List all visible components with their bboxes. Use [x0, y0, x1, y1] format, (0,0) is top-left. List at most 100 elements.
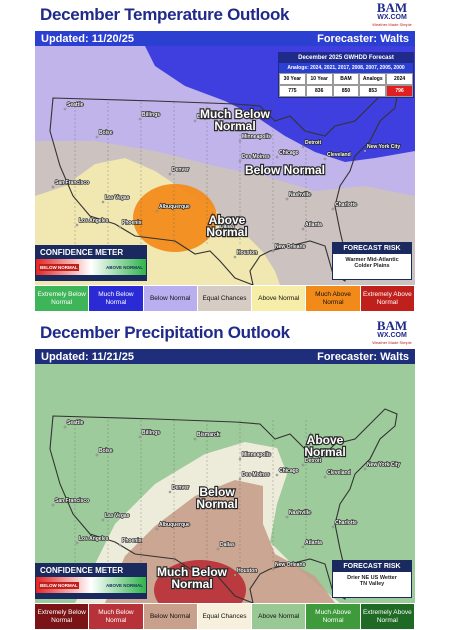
- city-label: Detroit: [305, 140, 321, 146]
- table-cell: BAM: [332, 73, 360, 85]
- city-dot: [95, 135, 99, 139]
- table-analogs: Analogs: 2024, 2021, 2017, 2008, 2007, 2…: [279, 63, 413, 73]
- city-label: Atlanta: [305, 222, 322, 228]
- forecaster: Forecaster: Walts: [317, 350, 409, 363]
- city-label: Dallas: [220, 224, 235, 230]
- legend-item: Extremely Below Normal: [35, 604, 90, 629]
- table-cell: 775: [279, 85, 306, 97]
- city-label: Bismarck: [197, 114, 220, 120]
- city-dot: [323, 157, 327, 161]
- city-dot: [138, 435, 142, 439]
- table-cell: 853: [359, 85, 387, 97]
- city-label: Phoenix: [122, 538, 142, 544]
- logo: BAM WX.COM Weather Made Simple: [368, 1, 416, 29]
- table-cell: 30 Year: [279, 73, 306, 85]
- city-dot: [168, 490, 172, 494]
- city-dot: [138, 117, 142, 121]
- city-label: Des Moines: [242, 154, 270, 160]
- logo-site: WX.COM: [377, 14, 407, 21]
- logo-name: BAM: [376, 0, 408, 15]
- city-dot: [75, 223, 79, 227]
- region-label: Much Below Normal: [200, 107, 271, 133]
- table-row: 30 Year 10 Year BAM Analogs 2024: [279, 73, 413, 85]
- city-dot: [238, 159, 242, 163]
- region-line: Normal: [206, 225, 247, 239]
- shade: [154, 560, 246, 603]
- legend-item: Much Above Normal: [306, 286, 361, 311]
- confidence-low: BELOW NORMAL: [39, 263, 79, 271]
- city-dot: [216, 547, 220, 551]
- confidence-bar: BELOW NORMAL ABOVE NORMAL: [36, 259, 146, 275]
- logo-tagline: Weather Made Simple: [372, 22, 412, 27]
- city-dot: [118, 225, 122, 229]
- panel-title: December Precipitation Outlook: [40, 323, 290, 342]
- region-line: Normal: [214, 119, 255, 133]
- city-label: Atlanta: [305, 540, 322, 546]
- city-dot: [63, 425, 67, 429]
- city-label: New York City: [367, 462, 400, 468]
- legend-item: Equal Chances: [197, 604, 253, 629]
- legend-item: Extremely Above Normal: [360, 286, 415, 311]
- city-label: San Francisco: [55, 180, 89, 186]
- confidence-title: CONFIDENCE METER: [40, 248, 124, 257]
- city-label: Phoenix: [122, 220, 142, 226]
- city-dot: [301, 545, 305, 549]
- city-dot: [331, 207, 335, 211]
- city-label: Chicago: [279, 150, 299, 156]
- city-label: Minneapolis: [242, 452, 271, 458]
- confidence-high: ABOVE NORMAL: [106, 582, 143, 588]
- legend-item: Equal Chances: [197, 286, 253, 311]
- city-label: Minneapolis: [242, 134, 271, 140]
- city-dot: [238, 477, 242, 481]
- city-dot: [75, 541, 79, 545]
- city-dot: [63, 107, 67, 111]
- city-label: Charlotte: [335, 202, 357, 208]
- confidence-title: CONFIDENCE METER: [40, 566, 124, 575]
- city-dot: [118, 543, 122, 547]
- risk-text: Warmer Mid-Atlantic Colder Plains: [345, 257, 399, 269]
- city-label: Nashville: [289, 192, 311, 198]
- city-label: Seattle: [67, 102, 84, 108]
- region-label: Above Normal: [206, 213, 247, 239]
- forecaster: Forecaster: Walts: [317, 32, 409, 45]
- risk-title: FORECAST RISK: [333, 243, 411, 254]
- city-label: Houston: [237, 568, 257, 574]
- city-dot: [301, 145, 305, 149]
- updated-date: Updated: 11/21/25: [41, 350, 134, 363]
- city-label: Billings: [142, 112, 160, 118]
- city-dot: [233, 255, 237, 259]
- city-label: Chicago: [279, 468, 299, 474]
- city-label: Detroit: [305, 458, 321, 464]
- region-line: Normal: [304, 445, 345, 459]
- logo-site: WX.COM: [377, 332, 407, 339]
- city-label: New Orleans: [275, 244, 306, 250]
- confidence-meter: CONFIDENCE METER BELOW NORMAL ABOVE NORMAL: [35, 563, 147, 599]
- city-label: Boise: [99, 448, 113, 454]
- city-label: Denver: [172, 485, 189, 491]
- legend-item: Much Below Normal: [89, 604, 144, 629]
- city-label: Seattle: [67, 420, 84, 426]
- city-dot: [331, 525, 335, 529]
- city-label: New York City: [367, 144, 400, 150]
- confidence-meter: CONFIDENCE METER BELOW NORMAL ABOVE NORMAL: [35, 245, 147, 281]
- city-label: Billings: [142, 430, 160, 436]
- city-label: Dallas: [220, 542, 235, 548]
- city-dot: [301, 227, 305, 231]
- city-dot: [51, 185, 55, 189]
- city-label: Nashville: [289, 510, 311, 516]
- city-dot: [301, 463, 305, 467]
- legend: Extremely Below Normal Much Below Normal B…: [35, 286, 415, 311]
- table-row: 775 836 850 853 796: [279, 85, 413, 97]
- city-label: Houston: [237, 250, 257, 256]
- panel: December Precipitation Outlook BAM WX.COM W…: [0, 318, 450, 630]
- legend-item: Extremely Above Normal: [360, 604, 415, 629]
- city-dot: [193, 437, 197, 441]
- city-label: Cleveland: [327, 152, 351, 158]
- region-label: Below Normal: [196, 485, 237, 511]
- city-label: Boise: [99, 130, 113, 136]
- region-line: Above: [209, 213, 246, 227]
- confidence-high: ABOVE NORMAL: [106, 264, 143, 270]
- city-label: Las Vegas: [105, 195, 130, 201]
- updated-date: Updated: 11/20/25: [41, 32, 134, 45]
- city-dot: [271, 567, 275, 571]
